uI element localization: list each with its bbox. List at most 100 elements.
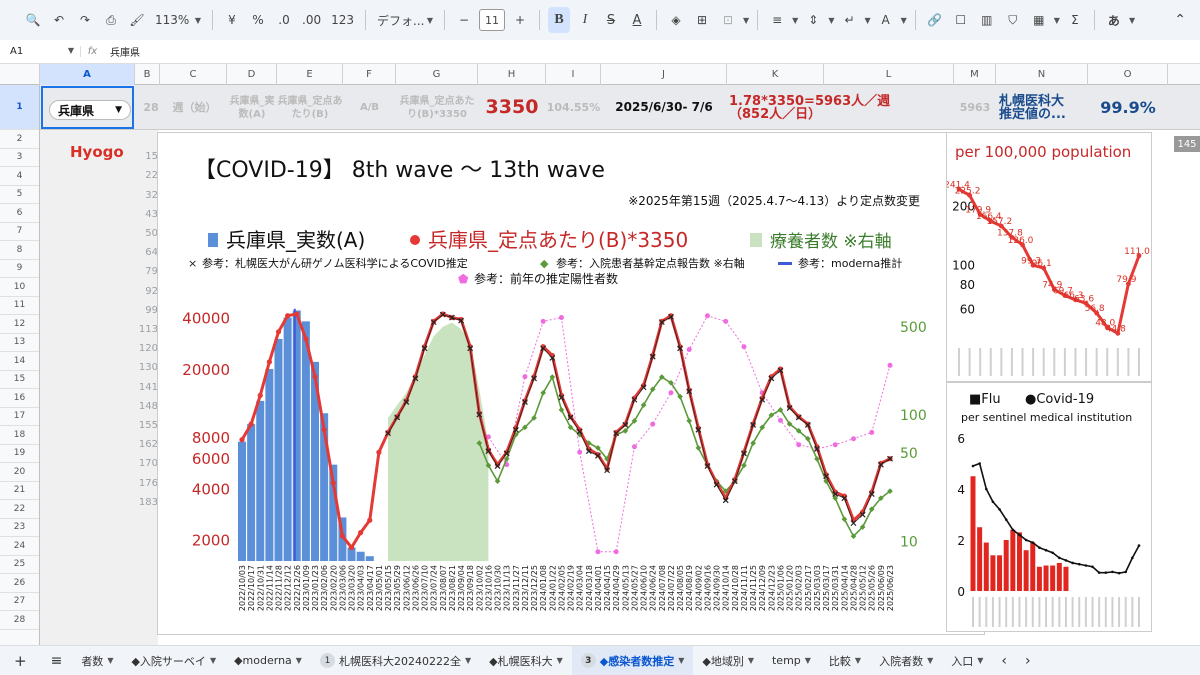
insert-link-icon[interactable]: 🔗: [927, 13, 943, 27]
undo-icon[interactable]: ↶: [53, 13, 65, 27]
row-header[interactable]: 7: [0, 223, 39, 241]
sheet-tab[interactable]: ◆moderna ▼: [225, 646, 311, 675]
column-header[interactable]: E: [277, 64, 343, 85]
row-header[interactable]: 20: [0, 463, 39, 482]
column-header[interactable]: J: [601, 64, 727, 85]
row-header[interactable]: 10: [0, 278, 39, 297]
row-header[interactable]: 2: [0, 130, 39, 149]
row-header[interactable]: 21: [0, 482, 39, 500]
chevron-left-icon[interactable]: ‹: [1001, 652, 1007, 669]
cell-g1[interactable]: 兵庫県_定点あたり(B)*3350: [399, 95, 475, 120]
text-color-button[interactable]: A: [632, 12, 642, 28]
insert-chart-icon[interactable]: ▥: [981, 13, 993, 27]
column-header[interactable]: G: [396, 64, 478, 85]
zoom-select[interactable]: 113% ▼: [152, 7, 204, 33]
functions-button[interactable]: Σ: [1071, 13, 1079, 27]
row-header[interactable]: 18: [0, 426, 39, 445]
name-box[interactable]: A1 ▼: [0, 46, 80, 57]
selected-cell-a1[interactable]: 兵庫県 ▼: [41, 86, 134, 129]
sheet-tab[interactable]: ◆入院サーベイ ▼: [122, 646, 225, 675]
row-header[interactable]: 13: [0, 334, 39, 352]
prefecture-dropdown-chip[interactable]: 兵庫県 ▼: [49, 100, 131, 120]
cell-d1[interactable]: 兵庫県_実数(A): [229, 95, 275, 120]
add-sheet-button[interactable]: +: [14, 651, 27, 670]
row-header[interactable]: 22: [0, 500, 39, 519]
text-rotation-button[interactable]: A: [881, 13, 890, 27]
filter-icon[interactable]: ⛉: [1008, 12, 1018, 27]
row-header[interactable]: 28: [0, 611, 39, 630]
sheet-tab[interactable]: 入院者数 ▼: [870, 646, 942, 675]
cell-c1[interactable]: 週（始）: [172, 101, 217, 114]
collapse-menu-icon[interactable]: ⌃: [1174, 12, 1186, 28]
merge-cells-icon[interactable]: ⊡: [722, 13, 734, 27]
column-header[interactable]: O: [1088, 64, 1168, 85]
number-format-button[interactable]: 123: [331, 13, 354, 27]
column-header[interactable]: D: [227, 64, 277, 85]
cell-n1[interactable]: 札幌医科大 推定値の...: [996, 85, 1088, 130]
cell-o1[interactable]: 99.9%: [1100, 98, 1156, 117]
sheet-tab[interactable]: ◆札幌医科大 ▼: [480, 646, 572, 675]
insert-comment-icon[interactable]: ☐: [955, 13, 967, 27]
row-header[interactable]: 17: [0, 408, 39, 426]
main-chart[interactable]: 【COVID-19】 8th wave 〜 13th wave ※2025年第1…: [157, 132, 985, 635]
filter-views-icon[interactable]: ▦: [1033, 13, 1045, 27]
sheet-tab[interactable]: 1 札幌医科大20240222全 ▼: [311, 646, 480, 675]
column-header[interactable]: C: [160, 64, 227, 85]
all-sheets-button[interactable]: ≡: [50, 652, 63, 669]
redo-icon[interactable]: ↷: [79, 13, 91, 27]
per-100k-chart[interactable]: per 100,000 population 200 100 80 60 241.422…: [944, 132, 1152, 382]
row-header[interactable]: 16: [0, 389, 39, 408]
row-header[interactable]: 25: [0, 556, 39, 574]
increase-decimal-button[interactable]: .00: [302, 13, 322, 27]
vertical-align-icon[interactable]: ⇕: [808, 13, 819, 27]
row-header[interactable]: 1: [0, 85, 39, 130]
decrease-decimal-button[interactable]: .0: [278, 13, 290, 27]
strikethrough-button[interactable]: S: [606, 12, 616, 28]
row-header[interactable]: 15: [0, 371, 39, 389]
formula-input[interactable]: 兵庫県: [110, 48, 140, 59]
column-header[interactable]: I: [546, 64, 601, 85]
currency-format-button[interactable]: ¥: [228, 13, 236, 27]
bold-button[interactable]: B: [548, 7, 570, 33]
sheet-tab[interactable]: 入口 ▼: [942, 646, 992, 675]
cell-f1[interactable]: A/B: [359, 102, 379, 113]
sheet-tab[interactable]: ◆地域別 ▼: [693, 646, 763, 675]
row-header[interactable]: 11: [0, 297, 39, 315]
row-header[interactable]: 4: [0, 167, 39, 186]
font-size-input[interactable]: 11: [479, 9, 505, 31]
cell-k1[interactable]: 1.78*3350=5963人／週 （852人／日）: [727, 85, 954, 130]
sheet-tab[interactable]: 比較 ▼: [820, 646, 870, 675]
row-header[interactable]: 19: [0, 445, 39, 463]
cell-e1[interactable]: 兵庫県_定点あたり(B): [277, 95, 343, 120]
cell-h1[interactable]: 3350: [485, 96, 539, 118]
row-header[interactable]: 5: [0, 186, 39, 204]
chevron-right-icon[interactable]: ›: [1025, 652, 1031, 669]
print-icon[interactable]: ⎙: [106, 12, 116, 27]
column-header[interactable]: N: [996, 64, 1088, 85]
select-all-corner[interactable]: [0, 64, 40, 85]
increase-font-size-button[interactable]: +: [514, 13, 526, 27]
sheet-tab[interactable]: 3 ◆感染者数推定 ▼: [571, 646, 694, 675]
cell-j1[interactable]: 2025/6/30- 7/6: [615, 100, 713, 114]
row-header[interactable]: 8: [0, 241, 39, 260]
row-header[interactable]: 9: [0, 260, 39, 278]
row-header[interactable]: 12: [0, 315, 39, 334]
row-header[interactable]: 24: [0, 537, 39, 556]
column-header[interactable]: B: [135, 64, 160, 85]
row-header[interactable]: 6: [0, 204, 39, 223]
sheet-tab[interactable]: temp ▼: [763, 646, 820, 675]
cell-m1[interactable]: 5963: [959, 101, 991, 114]
column-header[interactable]: F: [343, 64, 396, 85]
column-header[interactable]: H: [478, 64, 546, 85]
row-header[interactable]: 14: [0, 352, 39, 371]
cell-i1[interactable]: 104.55%: [546, 101, 601, 114]
sentinel-chart[interactable]: ■Flu ●Covid-19 per sentinel medical inst…: [946, 382, 1152, 632]
percent-format-button[interactable]: %: [252, 13, 264, 27]
horizontal-align-icon[interactable]: ≡: [772, 13, 783, 27]
text-wrap-icon[interactable]: ↵: [844, 13, 855, 27]
row-header[interactable]: 3: [0, 149, 39, 167]
decrease-font-size-button[interactable]: −: [458, 13, 470, 27]
column-header[interactable]: L: [824, 64, 954, 85]
sheet-tab[interactable]: 者数 ▼: [72, 646, 122, 675]
row-header[interactable]: 26: [0, 574, 39, 593]
